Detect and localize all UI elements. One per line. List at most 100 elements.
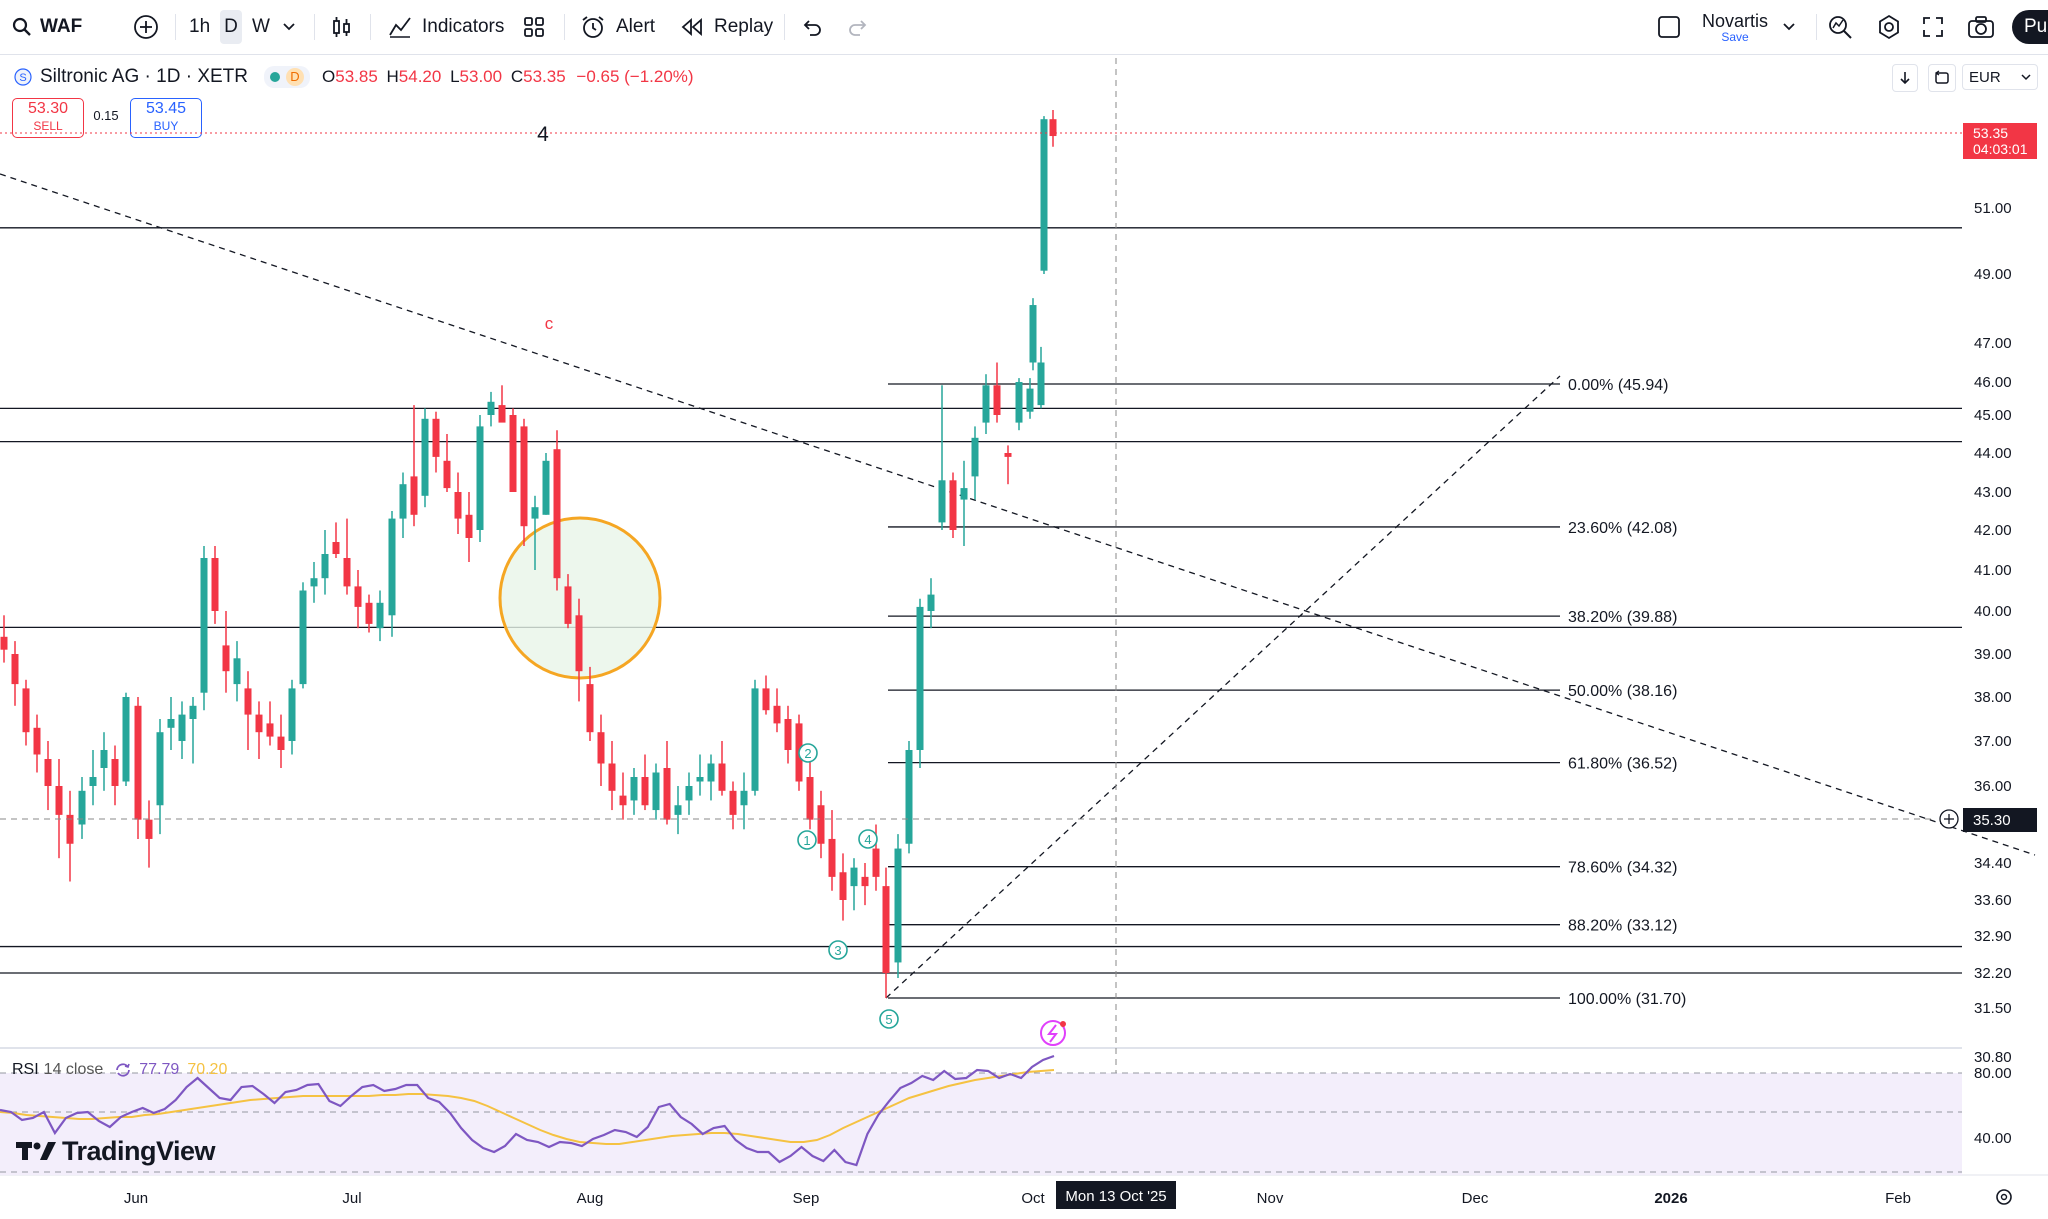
rsi-tick: 80.00: [1974, 1065, 2012, 1082]
price-tick: 42.00: [1974, 522, 2012, 539]
candle-body: [410, 476, 418, 515]
layout-name-button[interactable]: Novartis Save: [1700, 0, 1770, 54]
candle-body: [597, 732, 605, 764]
elliott-wave-labels[interactable]: 1 2 3 4 5: [797, 743, 899, 1029]
sell-button[interactable]: 53.30 SELL: [12, 98, 84, 138]
candle-body: [905, 750, 913, 844]
rsi-line: [0, 1054, 1055, 1167]
refresh-icon: [1934, 70, 1949, 84]
rsi-legend[interactable]: RSI 14 close 77.79 70.20: [12, 1060, 227, 1080]
fib-level-label: 23.60% (42.08): [1568, 520, 1677, 537]
candle-body: [586, 684, 594, 733]
fullscreen-button[interactable]: [1922, 0, 1944, 54]
indicators-icon: [389, 17, 411, 38]
wave-4-label[interactable]: 4: [537, 123, 549, 146]
replay-button[interactable]: Replay: [680, 0, 773, 54]
chevron-down-icon: [283, 23, 295, 31]
layout-checkbox[interactable]: [1657, 0, 1681, 54]
candle-body: [55, 786, 63, 815]
currency-select[interactable]: EUR: [1962, 64, 2038, 90]
highlight-circle[interactable]: [498, 516, 662, 680]
interval-w[interactable]: W: [252, 16, 270, 37]
interval-dropdown[interactable]: [282, 0, 296, 54]
wave-point-label: 1: [803, 833, 810, 848]
candle-body: [343, 558, 351, 587]
symbol-search[interactable]: WAF: [12, 0, 82, 54]
gear-icon: [1879, 14, 1899, 40]
interval-1h[interactable]: 1h: [189, 16, 211, 37]
candle-body: [652, 772, 660, 811]
rsi-label: RSI: [12, 1061, 39, 1078]
redo-button[interactable]: [846, 0, 870, 54]
arrow-down-icon: [1900, 72, 1910, 85]
crosshair-price-value: 35.30: [1973, 812, 2011, 829]
candle-body: [388, 518, 396, 616]
buy-button[interactable]: 53.45 BUY: [130, 98, 202, 138]
candle-body: [773, 705, 781, 724]
auto-scale-button[interactable]: [1928, 64, 1956, 92]
price-tick: 46.00: [1974, 374, 2012, 391]
wave-c-label[interactable]: c: [545, 314, 554, 333]
candle-body: [111, 759, 119, 786]
price-tick: 43.00: [1974, 484, 2012, 501]
gear-icon[interactable]: [1996, 1189, 2012, 1205]
candle-body: [89, 777, 97, 786]
symbol-title[interactable]: Siltronic AG · 1D · XETR: [40, 66, 248, 87]
compare-button[interactable]: [133, 0, 159, 54]
wave-point-circle[interactable]: [858, 829, 878, 849]
candle-body: [542, 460, 550, 515]
rsi-tick: 40.00: [1974, 1130, 2012, 1147]
candle-body: [134, 705, 142, 820]
notification-dot: [1060, 1021, 1066, 1027]
indicators-button[interactable]: Indicators: [388, 0, 504, 54]
templates-button[interactable]: [523, 0, 545, 54]
scroll-down-button[interactable]: [1892, 64, 1918, 92]
alert-button[interactable]: Alert: [580, 0, 655, 54]
replay-label: Replay: [714, 16, 774, 37]
time-axis[interactable]: Jun Jul Aug Sep Oct Nov Dec 2026 Feb: [124, 1190, 1911, 1207]
ascending-trendline[interactable]: [885, 375, 1561, 999]
candle-body: [619, 795, 627, 806]
chart-type-button[interactable]: [330, 0, 354, 54]
wave-point-circle[interactable]: [798, 743, 818, 763]
interval-d[interactable]: D: [220, 10, 242, 44]
candle-body: [332, 542, 340, 554]
descending-trendline[interactable]: [0, 173, 2036, 856]
tradingview-logo[interactable]: TradingView: [16, 1136, 216, 1167]
horizontal-lines[interactable]: [0, 227, 1962, 974]
time-tick: Oct: [1021, 1190, 1045, 1207]
price-tick: 47.00: [1974, 335, 2012, 352]
quick-search-button[interactable]: [1827, 0, 1853, 54]
candle-body: [894, 848, 902, 963]
fib-retracement[interactable]: 0.00% (45.94) 23.60% (42.08) 38.20% (39.88…: [888, 377, 1686, 1008]
price-tick: 40.00: [1974, 603, 2012, 620]
candle-body: [784, 719, 792, 750]
price-tick: 45.00: [1974, 407, 2012, 424]
candle-body: [487, 401, 495, 415]
trendlines[interactable]: [0, 173, 2036, 999]
exchange-logo-icon: S: [14, 68, 32, 86]
candle-body: [310, 578, 318, 587]
candle-body: [33, 727, 41, 755]
bar-countdown: 04:03:01: [1973, 141, 2028, 157]
publish-button[interactable]: Pu: [2012, 10, 2048, 44]
undo-button[interactable]: [800, 0, 824, 54]
market-status[interactable]: D: [264, 66, 310, 88]
add-circle-icon: [134, 15, 158, 39]
sync-icon[interactable]: [113, 1060, 133, 1080]
wave-point-circle[interactable]: [797, 830, 817, 850]
candle-body: [321, 554, 329, 579]
price-tick: 37.00: [1974, 733, 2012, 750]
candle-body: [553, 449, 561, 579]
snapshot-button[interactable]: [1967, 0, 1995, 54]
rsi-ma-value: 70.20: [187, 1061, 228, 1078]
wave-point-circle[interactable]: [828, 940, 848, 960]
candle-body: [432, 418, 440, 457]
wave-point-circle[interactable]: [879, 1009, 899, 1029]
settings-button[interactable]: [1876, 0, 1902, 54]
candle-body: [685, 786, 693, 801]
price-axis[interactable]: 51.00 49.00 47.00 46.00 45.00 44.00 43.00 42.00…: [1974, 200, 2012, 1017]
layout-dropdown[interactable]: [1782, 0, 1796, 54]
candle-body: [564, 586, 572, 624]
